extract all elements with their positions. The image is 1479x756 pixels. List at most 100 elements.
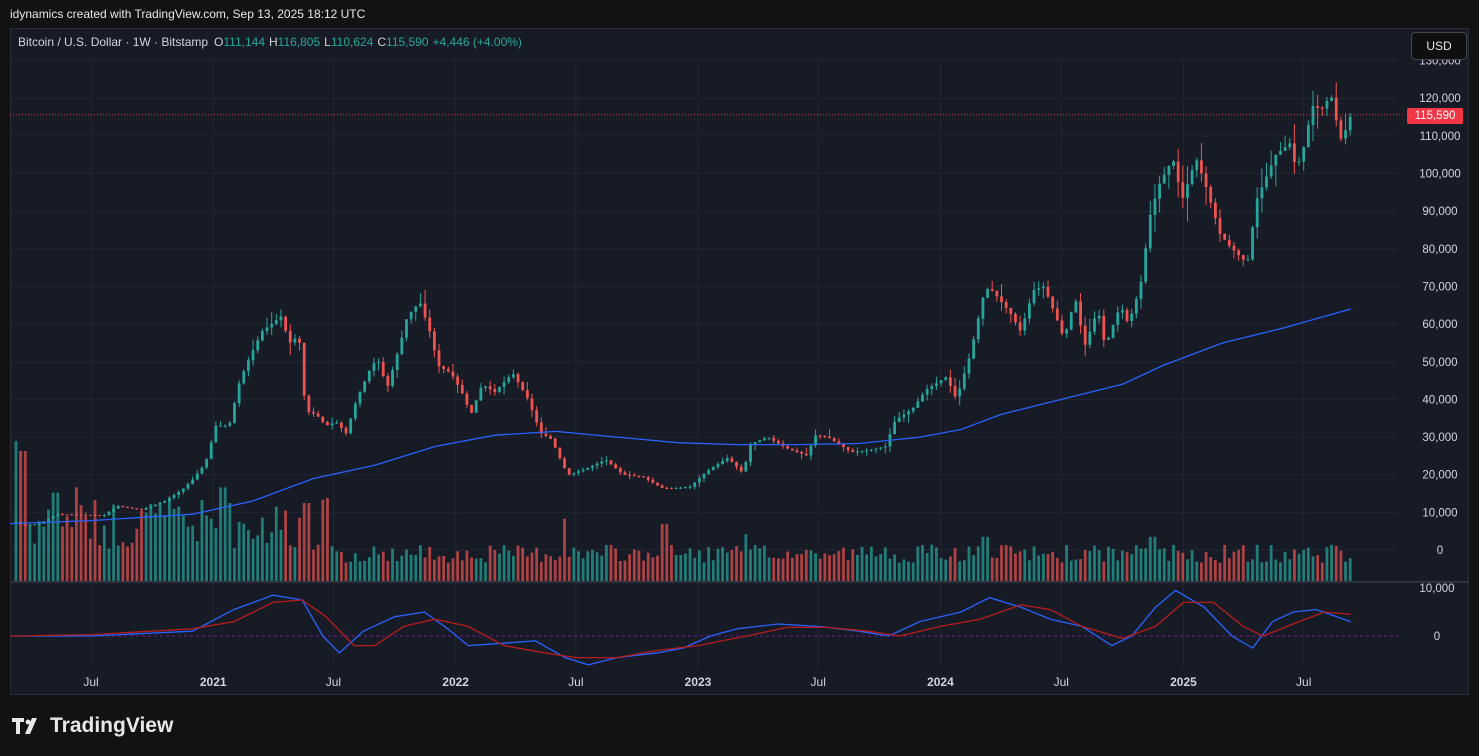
tradingview-logo[interactable]: TradingView [12, 714, 173, 738]
volume-bar [251, 538, 255, 581]
volume-bar [981, 536, 985, 581]
candle-body [721, 461, 724, 465]
volume-bar [837, 551, 841, 581]
candle-body [488, 386, 492, 390]
candle-body [423, 303, 427, 318]
candle-body [897, 417, 901, 422]
volume-bar [228, 502, 232, 581]
candle-body [1041, 286, 1045, 289]
currency-button[interactable]: USD [1411, 32, 1467, 60]
candle-body [767, 438, 771, 440]
candle-body [163, 501, 167, 503]
volume-bar [33, 543, 36, 581]
volume-bar [953, 548, 957, 581]
volume-bar [223, 487, 227, 581]
candle-body [470, 404, 473, 413]
candle-body [809, 445, 813, 456]
legend-close-label: C [377, 35, 387, 49]
volume-bar [688, 548, 692, 581]
candle-body [405, 319, 408, 338]
candle-body [1028, 303, 1031, 319]
volume-bar [130, 542, 134, 581]
volume-bar [88, 538, 92, 581]
volume-bar [1130, 553, 1134, 581]
candle-body [1288, 143, 1292, 148]
candle-body [958, 388, 962, 397]
candle-body [70, 514, 74, 516]
candle-body [493, 389, 497, 392]
volume-bar [642, 560, 645, 581]
candle-body [1172, 161, 1175, 166]
volume-bar [1218, 562, 1222, 581]
candle-body [623, 472, 627, 475]
volume-bar [144, 512, 148, 581]
candle-body [1241, 255, 1245, 260]
volume-bar [1232, 551, 1236, 581]
volume-bar [488, 545, 492, 581]
volume-bar [869, 546, 873, 581]
candle-body [684, 487, 687, 489]
candle-body [1102, 315, 1106, 340]
volume-bar [628, 554, 632, 581]
legend-symbol[interactable]: Bitcoin / U.S. Dollar · 1W · Bitstamp [18, 35, 209, 49]
chart-canvas[interactable]: 0 10,000 20,000 30,000 40,000 50,000 60,000 70,… [0, 0, 1479, 700]
candle-body [1088, 331, 1092, 345]
volume-bar [167, 499, 171, 581]
candle-body [921, 394, 924, 402]
volume-bar [1251, 559, 1254, 581]
volume-bar [335, 551, 339, 581]
volume-bar [851, 549, 855, 581]
volume-bar [749, 549, 752, 581]
volume-bar [660, 523, 664, 581]
volume-bar [353, 553, 357, 581]
volume-bar [432, 559, 436, 581]
volume-bar [140, 510, 143, 581]
candle-body [930, 386, 934, 390]
volume-bar [632, 549, 636, 581]
volume-bar [65, 516, 69, 581]
candle-body [1311, 105, 1315, 125]
volume-bar [498, 553, 501, 581]
volume-bar [112, 504, 115, 581]
candle-body [1293, 143, 1296, 162]
candle-body [1195, 160, 1199, 171]
volume-bar [711, 560, 715, 581]
candle-body [614, 464, 618, 469]
candle-body [1265, 176, 1268, 188]
candle-body [679, 487, 683, 489]
volume-bar [1209, 556, 1213, 581]
volume-bar [1083, 549, 1087, 581]
volume-bar [1316, 555, 1320, 581]
volume-bar [1037, 555, 1041, 581]
candle-body [879, 447, 883, 449]
volume-bar [614, 548, 618, 581]
volume-bar [516, 545, 520, 581]
volume-bar [381, 551, 385, 581]
candle-body [1055, 308, 1059, 321]
volume-bar [1227, 558, 1231, 581]
volume-bar [456, 551, 460, 581]
candle-body [298, 338, 301, 343]
volume-bar [1325, 547, 1329, 581]
volume-bar [907, 561, 910, 581]
volume-bar [344, 562, 348, 581]
volume-bar [51, 492, 55, 581]
candle-body [1014, 313, 1017, 323]
volume-bar [279, 529, 283, 581]
volume-bar [790, 557, 794, 581]
candle-body [1325, 100, 1329, 109]
candle-body [186, 484, 190, 489]
legend-high-label: H [269, 35, 278, 49]
candle-body [1069, 312, 1073, 330]
candle-body [432, 331, 436, 351]
candle-body [948, 377, 952, 386]
volume-bar [1055, 557, 1059, 581]
candle-body [874, 448, 878, 450]
volume-bar [409, 554, 413, 581]
volume-bar [154, 513, 157, 581]
volume-bar [549, 556, 552, 581]
volume-bar [958, 561, 962, 581]
candle-body [377, 362, 380, 364]
volume-bar [883, 547, 887, 581]
volume-bar [716, 548, 720, 581]
